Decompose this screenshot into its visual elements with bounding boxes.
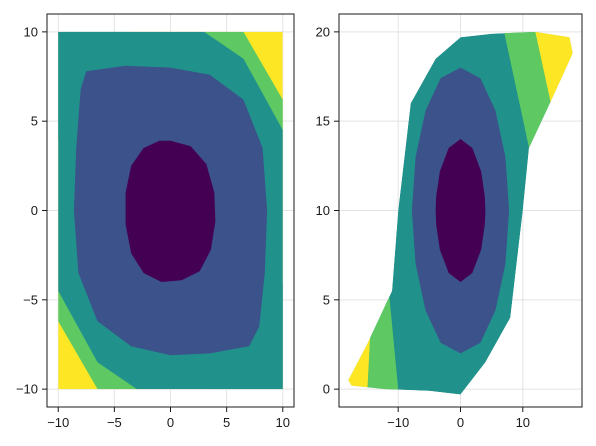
contour-band-purple [435,139,486,282]
x-tick-label: −10 [387,415,409,430]
contour-band-yellow-top [535,31,573,104]
contour-fill-group [58,31,283,390]
y-tick-label: 20 [316,24,330,39]
contour-panel-right: −10 0 10 0 5 10 15 20 [316,13,583,430]
y-tick-label: 0 [31,203,38,218]
x-tick-label: 10 [276,415,290,430]
y-tick-label: 5 [31,114,38,129]
contour-fill-group [348,31,573,395]
x-tick-label: 0 [457,415,464,430]
y-tick-label: −5 [23,292,38,307]
x-tick-label: 0 [167,415,174,430]
x-tick-label: 10 [516,415,530,430]
x-tick-label: 5 [223,415,230,430]
x-tick-label: −5 [107,415,122,430]
y-tick-label: 5 [323,292,330,307]
y-tick-label: −10 [16,382,38,397]
contour-panel-left: −10 −5 0 5 10 −10 −5 0 5 10 [16,13,295,430]
y-tick-label: 10 [24,24,38,39]
contour-band-green-top [504,31,551,148]
x-tick-label: −10 [47,415,69,430]
y-tick-label: 10 [316,203,330,218]
y-tick-label: 0 [323,382,330,397]
contour-band-green-bottom [367,290,399,395]
y-tick-label: 15 [316,114,330,129]
contour-band-purple [125,140,216,282]
